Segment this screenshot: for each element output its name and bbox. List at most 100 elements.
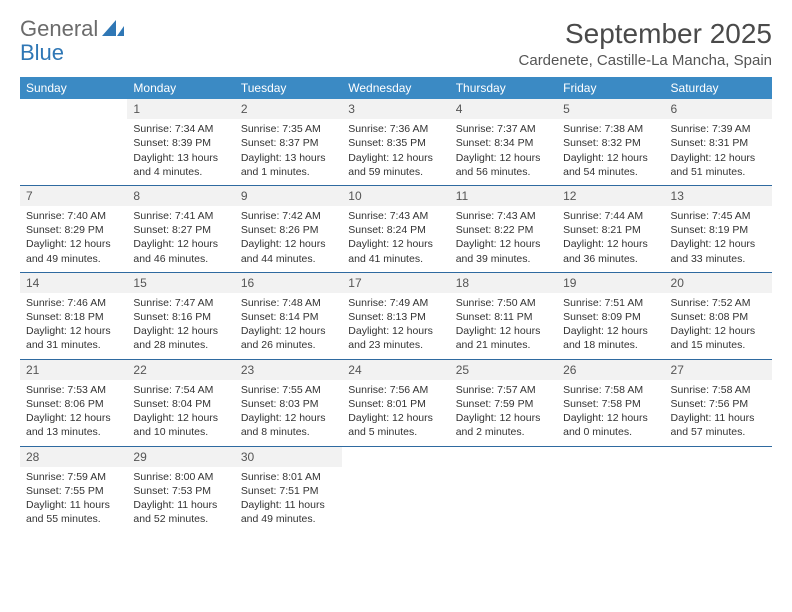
daylight-text: Daylight: 12 hours (456, 237, 551, 251)
day-number: 15 (127, 273, 234, 293)
weekday-header: Friday (557, 77, 664, 99)
daylight-text: and 49 minutes. (241, 512, 336, 526)
calendar-day-cell (557, 446, 664, 532)
daylight-text: and 52 minutes. (133, 512, 228, 526)
daylight-text: and 15 minutes. (671, 338, 766, 352)
daylight-text: and 4 minutes. (133, 165, 228, 179)
daylight-text: and 2 minutes. (456, 425, 551, 439)
day-number: 13 (665, 186, 772, 206)
calendar-week-row: 7Sunrise: 7:40 AMSunset: 8:29 PMDaylight… (20, 185, 772, 272)
daylight-text: Daylight: 12 hours (348, 237, 443, 251)
daylight-text: and 57 minutes. (671, 425, 766, 439)
daylight-text: Daylight: 12 hours (671, 237, 766, 251)
calendar-day-cell: 9Sunrise: 7:42 AMSunset: 8:26 PMDaylight… (235, 185, 342, 272)
sunrise-text: Sunrise: 7:49 AM (348, 296, 443, 310)
calendar-day-cell: 24Sunrise: 7:56 AMSunset: 8:01 PMDayligh… (342, 359, 449, 446)
weekday-header: Tuesday (235, 77, 342, 99)
calendar-day-cell: 6Sunrise: 7:39 AMSunset: 8:31 PMDaylight… (665, 99, 772, 185)
calendar-day-cell: 30Sunrise: 8:01 AMSunset: 7:51 PMDayligh… (235, 446, 342, 532)
sunrise-text: Sunrise: 7:37 AM (456, 122, 551, 136)
daylight-text: and 0 minutes. (563, 425, 658, 439)
sunrise-text: Sunrise: 8:00 AM (133, 470, 228, 484)
sunrise-text: Sunrise: 7:45 AM (671, 209, 766, 223)
day-number: 26 (557, 360, 664, 380)
sunrise-text: Sunrise: 7:41 AM (133, 209, 228, 223)
calendar-day-cell (20, 99, 127, 185)
calendar-week-row: 21Sunrise: 7:53 AMSunset: 8:06 PMDayligh… (20, 359, 772, 446)
sunrise-text: Sunrise: 7:52 AM (671, 296, 766, 310)
weekday-header: Sunday (20, 77, 127, 99)
sunset-text: Sunset: 8:11 PM (456, 310, 551, 324)
sunrise-text: Sunrise: 7:43 AM (348, 209, 443, 223)
calendar-day-cell: 21Sunrise: 7:53 AMSunset: 8:06 PMDayligh… (20, 359, 127, 446)
calendar-day-cell: 12Sunrise: 7:44 AMSunset: 8:21 PMDayligh… (557, 185, 664, 272)
daylight-text: and 26 minutes. (241, 338, 336, 352)
daylight-text: Daylight: 12 hours (26, 411, 121, 425)
sunset-text: Sunset: 8:08 PM (671, 310, 766, 324)
sunrise-text: Sunrise: 7:50 AM (456, 296, 551, 310)
daylight-text: and 49 minutes. (26, 252, 121, 266)
logo: General (20, 18, 124, 40)
sunrise-text: Sunrise: 7:59 AM (26, 470, 121, 484)
day-number: 20 (665, 273, 772, 293)
calendar-day-cell: 1Sunrise: 7:34 AMSunset: 8:39 PMDaylight… (127, 99, 234, 185)
sunrise-text: Sunrise: 7:51 AM (563, 296, 658, 310)
daylight-text: and 51 minutes. (671, 165, 766, 179)
logo-sail-icon (102, 20, 124, 38)
sunset-text: Sunset: 8:16 PM (133, 310, 228, 324)
daylight-text: and 28 minutes. (133, 338, 228, 352)
daylight-text: and 5 minutes. (348, 425, 443, 439)
sunset-text: Sunset: 8:06 PM (26, 397, 121, 411)
daylight-text: Daylight: 11 hours (241, 498, 336, 512)
daylight-text: Daylight: 12 hours (456, 411, 551, 425)
sunset-text: Sunset: 8:27 PM (133, 223, 228, 237)
calendar-day-cell: 8Sunrise: 7:41 AMSunset: 8:27 PMDaylight… (127, 185, 234, 272)
sunrise-text: Sunrise: 7:36 AM (348, 122, 443, 136)
day-number: 17 (342, 273, 449, 293)
sunrise-text: Sunrise: 7:43 AM (456, 209, 551, 223)
daylight-text: Daylight: 11 hours (671, 411, 766, 425)
calendar-day-cell: 4Sunrise: 7:37 AMSunset: 8:34 PMDaylight… (450, 99, 557, 185)
calendar-week-row: 28Sunrise: 7:59 AMSunset: 7:55 PMDayligh… (20, 446, 772, 532)
sunset-text: Sunset: 8:19 PM (671, 223, 766, 237)
logo-text-2: Blue (20, 40, 64, 66)
calendar-day-cell: 27Sunrise: 7:58 AMSunset: 7:56 PMDayligh… (665, 359, 772, 446)
calendar-day-cell: 2Sunrise: 7:35 AMSunset: 8:37 PMDaylight… (235, 99, 342, 185)
sunset-text: Sunset: 8:01 PM (348, 397, 443, 411)
day-number: 9 (235, 186, 342, 206)
sunset-text: Sunset: 8:09 PM (563, 310, 658, 324)
day-number: 2 (235, 99, 342, 119)
weekday-header: Thursday (450, 77, 557, 99)
daylight-text: and 36 minutes. (563, 252, 658, 266)
sunset-text: Sunset: 7:53 PM (133, 484, 228, 498)
daylight-text: and 46 minutes. (133, 252, 228, 266)
sunrise-text: Sunrise: 7:35 AM (241, 122, 336, 136)
day-number: 23 (235, 360, 342, 380)
day-number: 1 (127, 99, 234, 119)
day-number: 14 (20, 273, 127, 293)
sunrise-text: Sunrise: 7:58 AM (563, 383, 658, 397)
weekday-header-row: SundayMondayTuesdayWednesdayThursdayFrid… (20, 77, 772, 99)
calendar-day-cell: 17Sunrise: 7:49 AMSunset: 8:13 PMDayligh… (342, 272, 449, 359)
day-number: 10 (342, 186, 449, 206)
calendar-day-cell: 3Sunrise: 7:36 AMSunset: 8:35 PMDaylight… (342, 99, 449, 185)
calendar-day-cell: 23Sunrise: 7:55 AMSunset: 8:03 PMDayligh… (235, 359, 342, 446)
month-title: September 2025 (519, 18, 772, 50)
day-number: 16 (235, 273, 342, 293)
daylight-text: and 39 minutes. (456, 252, 551, 266)
daylight-text: and 13 minutes. (26, 425, 121, 439)
calendar-week-row: 1Sunrise: 7:34 AMSunset: 8:39 PMDaylight… (20, 99, 772, 185)
sunset-text: Sunset: 7:51 PM (241, 484, 336, 498)
day-number: 5 (557, 99, 664, 119)
daylight-text: Daylight: 12 hours (563, 237, 658, 251)
day-number: 22 (127, 360, 234, 380)
day-number: 7 (20, 186, 127, 206)
sunrise-text: Sunrise: 7:39 AM (671, 122, 766, 136)
logo-text-1: General (20, 18, 98, 40)
day-number: 3 (342, 99, 449, 119)
daylight-text: Daylight: 12 hours (671, 151, 766, 165)
daylight-text: Daylight: 12 hours (456, 324, 551, 338)
calendar-day-cell: 20Sunrise: 7:52 AMSunset: 8:08 PMDayligh… (665, 272, 772, 359)
sunrise-text: Sunrise: 7:44 AM (563, 209, 658, 223)
daylight-text: Daylight: 12 hours (563, 324, 658, 338)
